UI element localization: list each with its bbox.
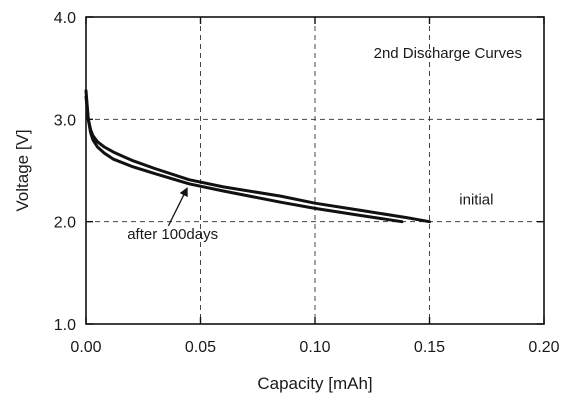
- y-tick-label: 2.0: [54, 215, 76, 232]
- initial-series-label: initial: [459, 191, 493, 208]
- y-tick-label: 1.0: [54, 317, 76, 334]
- y-tick-label: 3.0: [54, 112, 76, 129]
- y-tick-label: 4.0: [54, 10, 76, 27]
- x-tick-label: 0.00: [70, 339, 101, 356]
- x-tick-label: 0.05: [185, 339, 216, 356]
- x-tick-label: 0.10: [299, 339, 330, 356]
- x-axis-title: Capacity [mAh]: [257, 374, 372, 393]
- after-100days-series-label: after 100days: [127, 226, 218, 243]
- after-100days-curve: [86, 91, 402, 222]
- initial-curve: [86, 97, 430, 222]
- y-tick-labels: 1.0 2.0 3.0 4.0: [54, 10, 76, 334]
- x-tick-label: 0.20: [528, 339, 559, 356]
- x-tick-labels: 0.00 0.05 0.10 0.15 0.20: [70, 339, 559, 356]
- grid-lines: [86, 17, 544, 324]
- x-tick-label: 0.15: [414, 339, 445, 356]
- y-axis-title: Voltage [V]: [13, 129, 32, 211]
- annotation-arrow-icon: [168, 189, 186, 226]
- chart-title: 2nd Discharge Curves: [374, 45, 522, 62]
- curves: [86, 91, 430, 222]
